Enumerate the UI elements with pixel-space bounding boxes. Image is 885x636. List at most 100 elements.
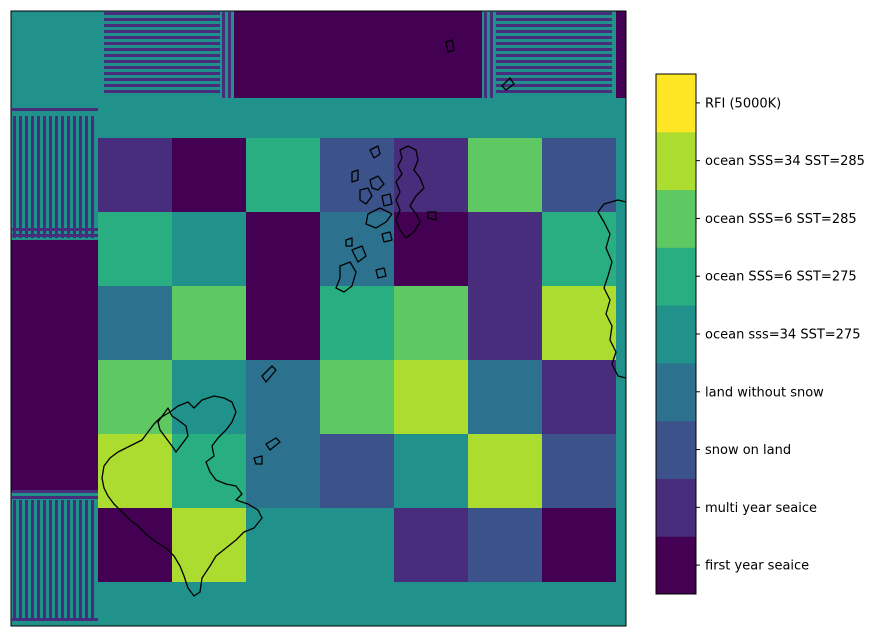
heatmap-cell — [320, 508, 394, 582]
coastline-island-n — [501, 77, 515, 91]
heatmap-cell — [394, 360, 468, 434]
coastline-island-d — [359, 187, 373, 205]
coastline-svalbard-west — [101, 395, 263, 597]
heatmap-cell — [172, 138, 246, 212]
stripe-line — [67, 116, 70, 238]
coastline-nordaust — [395, 145, 425, 239]
heatmap-cell — [542, 434, 616, 508]
stripe-line — [496, 24, 612, 27]
stripe-line — [496, 72, 612, 75]
stripes-left-upper-h2 — [12, 228, 98, 237]
coastline-island-q — [253, 455, 263, 465]
stripe-line — [490, 12, 493, 98]
stripe-line — [104, 24, 220, 27]
heatmap-cell — [468, 212, 542, 286]
stripe-line — [104, 18, 220, 21]
colorbar-segment — [656, 362, 696, 422]
heatmap-cell — [172, 212, 246, 286]
colorbar-tick-label: ocean SSS=6 SST=285 — [705, 212, 857, 227]
heatmap-cell — [98, 508, 172, 582]
stripe-line — [104, 90, 220, 93]
stripe-line — [496, 54, 612, 57]
stripe-line — [55, 500, 58, 620]
stripes-top-right — [496, 12, 612, 93]
colorbar-frame — [655, 73, 697, 595]
heatmap-cell — [172, 286, 246, 360]
stripe-line — [222, 12, 225, 98]
heatmap-cell — [320, 212, 394, 286]
stripe-line — [12, 108, 98, 111]
coastline-island-g — [381, 231, 393, 243]
coastline-island-k — [375, 267, 387, 279]
heatmap-cell — [468, 138, 542, 212]
coastline-greenland-east — [597, 199, 626, 379]
colorbar-segment — [656, 189, 696, 248]
colorbar-tick-label: ocean sss=34 SST=275 — [705, 328, 860, 343]
stripe-line — [104, 30, 220, 33]
coastline-island-e — [381, 193, 393, 207]
colorbar-segment — [656, 478, 696, 537]
colorbar-tick-label: ocean SSS=34 SST=285 — [705, 154, 865, 169]
heatmap-cell — [542, 360, 616, 434]
stripe-line — [484, 12, 487, 98]
stripe-line — [25, 500, 28, 620]
stripe-line — [37, 116, 40, 238]
colorbar-segment — [656, 536, 696, 595]
coastline-island-i — [351, 245, 367, 263]
stripes-top-left-v — [222, 12, 231, 98]
heatmap-cell — [394, 508, 468, 582]
stripe-line — [12, 618, 98, 621]
heatmap-cell — [394, 434, 468, 508]
stripe-line — [12, 490, 98, 493]
stripe-bg-left-upper — [11, 108, 98, 240]
stripe-line — [496, 18, 612, 21]
stripe-line — [496, 60, 612, 63]
coastline-island-a — [369, 145, 381, 159]
heatmap-cell — [246, 212, 320, 286]
stripe-line — [31, 500, 34, 620]
stripe-pattern-layer — [11, 11, 626, 626]
heatmap-grid — [98, 138, 616, 582]
stripe-line — [104, 48, 220, 51]
stripe-line — [31, 116, 34, 238]
stripe-line — [496, 66, 612, 69]
colorbar-segment — [656, 74, 696, 133]
stripe-line — [104, 72, 220, 75]
heatmap-cell — [468, 434, 542, 508]
coastline-island-o — [261, 365, 277, 383]
heatmap-cell — [394, 286, 468, 360]
stripe-line — [12, 496, 98, 499]
stripe-line — [104, 54, 220, 57]
heatmap-cell — [542, 508, 616, 582]
heatmap-cell — [468, 508, 542, 582]
stripes-left-upper-h — [12, 108, 98, 111]
coastline-svalbard-north — [157, 407, 189, 453]
heatmap-cell — [542, 286, 616, 360]
stripe-line — [85, 500, 88, 620]
stripe-line — [49, 116, 52, 238]
stripe-line — [13, 116, 16, 238]
heatmap-cell — [98, 212, 172, 286]
stripe-line — [49, 500, 52, 620]
stripe-line — [104, 42, 220, 45]
heatmap-cell — [246, 434, 320, 508]
heatmap-cell — [320, 434, 394, 508]
stripe-line — [19, 116, 22, 238]
stripe-line — [61, 500, 64, 620]
stripe-line — [67, 500, 70, 620]
colorbar-tick-label: multi year seaice — [705, 501, 817, 516]
heatmap-cell — [98, 138, 172, 212]
stripes-top-left — [104, 12, 220, 93]
heatmap-cell — [246, 360, 320, 434]
stripe-line — [79, 116, 82, 238]
stripe-line — [13, 500, 16, 620]
heatmap-cell — [172, 508, 246, 582]
stripe-line — [43, 116, 46, 238]
coastline-island-b — [351, 169, 359, 183]
stripe-line — [85, 116, 88, 238]
stripe-line — [19, 500, 22, 620]
heatmap-cell — [320, 138, 394, 212]
stripe-line — [104, 66, 220, 69]
map-plot-area — [11, 11, 626, 626]
stripe-line — [61, 116, 64, 238]
